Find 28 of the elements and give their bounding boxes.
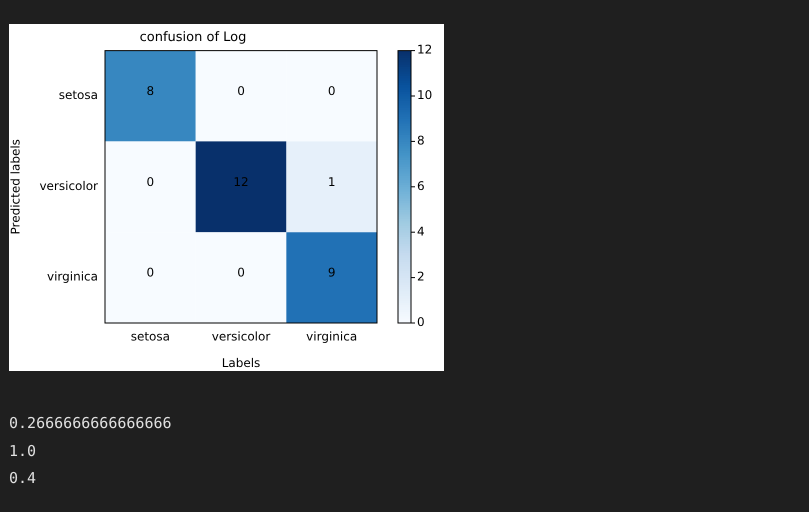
data-label: 0 — [237, 84, 245, 98]
color-bar-label: 10 — [417, 88, 432, 102]
data-label: 1 — [328, 174, 336, 189]
data-label: 0 — [146, 174, 154, 189]
x-tick-label: setosa — [130, 329, 170, 344]
data-label: 9 — [328, 266, 336, 280]
data-label: 0 — [146, 266, 154, 280]
color-bar-label: 6 — [417, 178, 425, 193]
chart-title: confusion of Log — [140, 30, 246, 46]
data-label: 0 — [328, 84, 336, 98]
data-label: 12 — [233, 174, 249, 189]
y-tick-label: versicolor — [39, 178, 98, 193]
color-bar-label: 8 — [417, 134, 425, 148]
text: 1.0 — [9, 440, 38, 462]
color-bar-label: 4 — [417, 224, 425, 238]
y-tick-label: setosa — [58, 88, 98, 102]
y-axis-title: Predicted labels — [8, 139, 22, 235]
text: 0.4 — [9, 468, 38, 489]
color-bar-label: 12 — [417, 42, 432, 57]
x-tick-label: versicolor — [212, 329, 270, 344]
color-bar-label: 2 — [417, 270, 425, 284]
y-tick-label: virginica — [47, 270, 98, 284]
x-axis-title: Labels — [222, 356, 260, 370]
x-tick-label: virginica — [306, 329, 358, 344]
text: 0.2666666666666666 — [9, 413, 172, 434]
data-label: 0 — [237, 266, 245, 280]
color-bar-label: 0 — [417, 315, 425, 330]
data-label: 8 — [146, 84, 154, 98]
